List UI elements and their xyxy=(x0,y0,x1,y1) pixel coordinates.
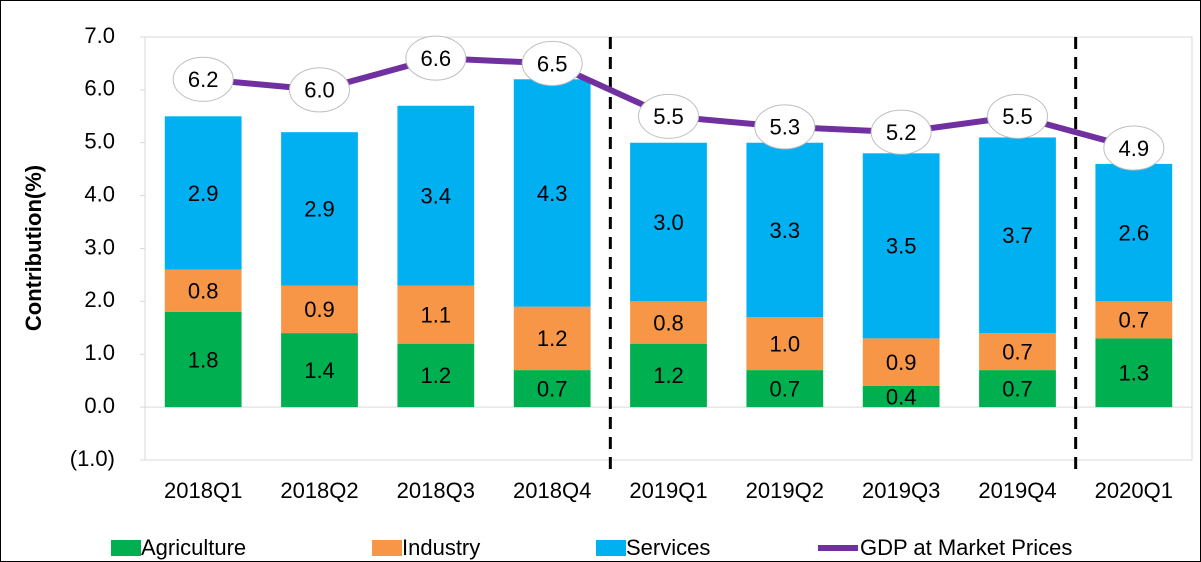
data-label: 1.1 xyxy=(421,302,452,327)
data-label: 0.7 xyxy=(1002,339,1033,364)
point-label-bubble xyxy=(289,67,350,113)
data-label: 2.6 xyxy=(1119,220,1150,245)
bar xyxy=(862,338,940,386)
bar xyxy=(397,343,475,408)
x-tick-label: 2018Q3 xyxy=(397,478,475,503)
bar xyxy=(979,370,1056,408)
legend-label: Industry xyxy=(402,535,480,560)
bar xyxy=(397,285,475,344)
bar xyxy=(979,333,1056,371)
x-tick-label: 2018Q2 xyxy=(280,478,358,503)
data-label: 0.9 xyxy=(886,350,917,375)
data-label: 1.2 xyxy=(421,363,452,388)
bar xyxy=(746,142,824,318)
data-label: 3.3 xyxy=(770,218,801,243)
y-tick-label: 7.0 xyxy=(84,23,115,48)
data-label: 0.7 xyxy=(770,376,801,401)
x-tick-label: 2019Q1 xyxy=(629,478,707,503)
legend-swatch xyxy=(111,540,141,556)
bar xyxy=(1095,163,1173,302)
bar xyxy=(513,79,591,307)
y-axis-label: Contribution(%) xyxy=(21,165,46,331)
bar xyxy=(1095,338,1173,408)
data-label: 0.8 xyxy=(653,310,684,335)
x-tick-label: 2019Q4 xyxy=(978,478,1056,503)
data-label: 4.9 xyxy=(1119,136,1150,161)
bar xyxy=(1095,301,1173,339)
data-label: 0.8 xyxy=(188,279,219,304)
data-label: 1.2 xyxy=(537,326,568,351)
data-label: 6.0 xyxy=(304,78,335,103)
data-label: 0.9 xyxy=(304,297,335,322)
point-label-bubble xyxy=(638,93,699,139)
data-label: 2.9 xyxy=(304,197,335,222)
bar xyxy=(281,285,358,334)
legend-swatch xyxy=(596,540,626,556)
y-tick-label: 3.0 xyxy=(84,234,115,259)
point-label-bubble xyxy=(172,56,234,102)
point-label-bubble xyxy=(405,35,467,81)
data-label: 0.7 xyxy=(537,376,568,401)
data-label: 1.2 xyxy=(653,363,684,388)
y-tick-label: 0.0 xyxy=(84,393,115,418)
data-label: 5.3 xyxy=(770,115,801,140)
bar xyxy=(164,269,242,312)
bar xyxy=(513,370,591,408)
data-label: 6.2 xyxy=(188,67,219,92)
legend-label: GDP at Market Prices xyxy=(860,535,1072,560)
bar xyxy=(281,132,358,286)
bar xyxy=(862,153,940,339)
bar xyxy=(630,343,707,408)
x-tick-label: 2020Q1 xyxy=(1095,478,1173,503)
data-label: 2.9 xyxy=(188,181,219,206)
point-label-bubble xyxy=(987,93,1048,139)
data-label: 1.8 xyxy=(188,347,219,372)
x-tick-label: 2019Q2 xyxy=(746,478,824,503)
bar xyxy=(164,311,242,408)
x-tick-label: 2018Q1 xyxy=(164,478,242,503)
data-label: 0.7 xyxy=(1119,308,1150,333)
data-label: 3.7 xyxy=(1002,223,1033,248)
data-label: 1.3 xyxy=(1119,361,1150,386)
data-label: 1.4 xyxy=(304,358,335,383)
y-tick-label: 2.0 xyxy=(84,287,115,312)
data-label: 0.7 xyxy=(1002,376,1033,401)
data-label: 3.4 xyxy=(421,183,452,208)
y-tick-label: 4.0 xyxy=(84,181,115,206)
bar xyxy=(630,142,707,302)
bar xyxy=(862,385,940,408)
point-label-bubble xyxy=(870,109,932,155)
legend-swatch xyxy=(372,540,402,556)
y-tick-label: 5.0 xyxy=(84,129,115,154)
y-tick-label: (1.0) xyxy=(70,446,115,471)
data-label: 1.0 xyxy=(770,331,801,356)
data-label: 0.4 xyxy=(886,384,917,409)
data-label: 6.6 xyxy=(421,46,452,71)
point-label-bubble xyxy=(754,104,816,150)
bar xyxy=(630,301,707,344)
legend-label: Agriculture xyxy=(141,535,246,560)
point-label-bubble xyxy=(521,40,583,86)
data-label: 5.2 xyxy=(886,120,917,145)
y-tick-label: 1.0 xyxy=(84,340,115,365)
data-label: 3.5 xyxy=(886,234,917,259)
data-label: 4.3 xyxy=(537,181,568,206)
data-label: 5.5 xyxy=(653,104,684,129)
bar xyxy=(281,333,358,408)
bar xyxy=(397,105,475,286)
x-tick-label: 2019Q3 xyxy=(862,478,940,503)
data-label: 3.0 xyxy=(653,210,684,235)
y-tick-label: 6.0 xyxy=(84,76,115,101)
bar xyxy=(746,317,824,371)
bar xyxy=(746,370,824,408)
bar xyxy=(513,306,591,371)
data-label: 6.5 xyxy=(537,51,568,76)
data-label: 5.5 xyxy=(1002,104,1033,129)
bar xyxy=(164,116,242,270)
point-label-bubble xyxy=(1103,125,1165,171)
legend-label: Services xyxy=(626,535,710,560)
bar xyxy=(979,137,1056,334)
x-tick-label: 2018Q4 xyxy=(513,478,591,503)
